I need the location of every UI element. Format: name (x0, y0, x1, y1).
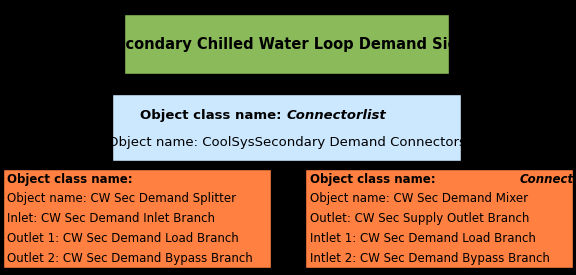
Text: Outlet: CW Sec Supply Outlet Branch: Outlet: CW Sec Supply Outlet Branch (310, 212, 529, 225)
Text: Object name: CW Sec Demand Mixer: Object name: CW Sec Demand Mixer (310, 192, 528, 205)
Text: Object name: CoolSysSecondary Demand Connectors: Object name: CoolSysSecondary Demand Con… (108, 136, 465, 148)
Text: Object class name:: Object class name: (7, 172, 137, 186)
Text: Intlet 2: CW Sec Demand Bypass Branch: Intlet 2: CW Sec Demand Bypass Branch (310, 252, 550, 265)
Text: Object class name:: Object class name: (310, 172, 439, 186)
Text: Object name: CW Sec Demand Splitter: Object name: CW Sec Demand Splitter (7, 192, 237, 205)
Text: Object class name:: Object class name: (141, 109, 287, 122)
Text: Inlet: CW Sec Demand Inlet Branch: Inlet: CW Sec Demand Inlet Branch (7, 212, 215, 225)
Text: Connectorlist: Connectorlist (287, 109, 386, 122)
Text: Outlet 1: CW Sec Demand Load Branch: Outlet 1: CW Sec Demand Load Branch (7, 232, 239, 245)
Text: Connector:Splitter: Connector:Splitter (519, 172, 576, 186)
FancyBboxPatch shape (124, 14, 449, 74)
FancyBboxPatch shape (3, 169, 271, 268)
FancyBboxPatch shape (112, 94, 461, 161)
Text: Secondary Chilled Water Loop Demand Side: Secondary Chilled Water Loop Demand Side (105, 37, 468, 51)
Text: Intlet 1: CW Sec Demand Load Branch: Intlet 1: CW Sec Demand Load Branch (310, 232, 536, 245)
Text: Outlet 2: CW Sec Demand Bypass Branch: Outlet 2: CW Sec Demand Bypass Branch (7, 252, 253, 265)
FancyBboxPatch shape (305, 169, 573, 268)
